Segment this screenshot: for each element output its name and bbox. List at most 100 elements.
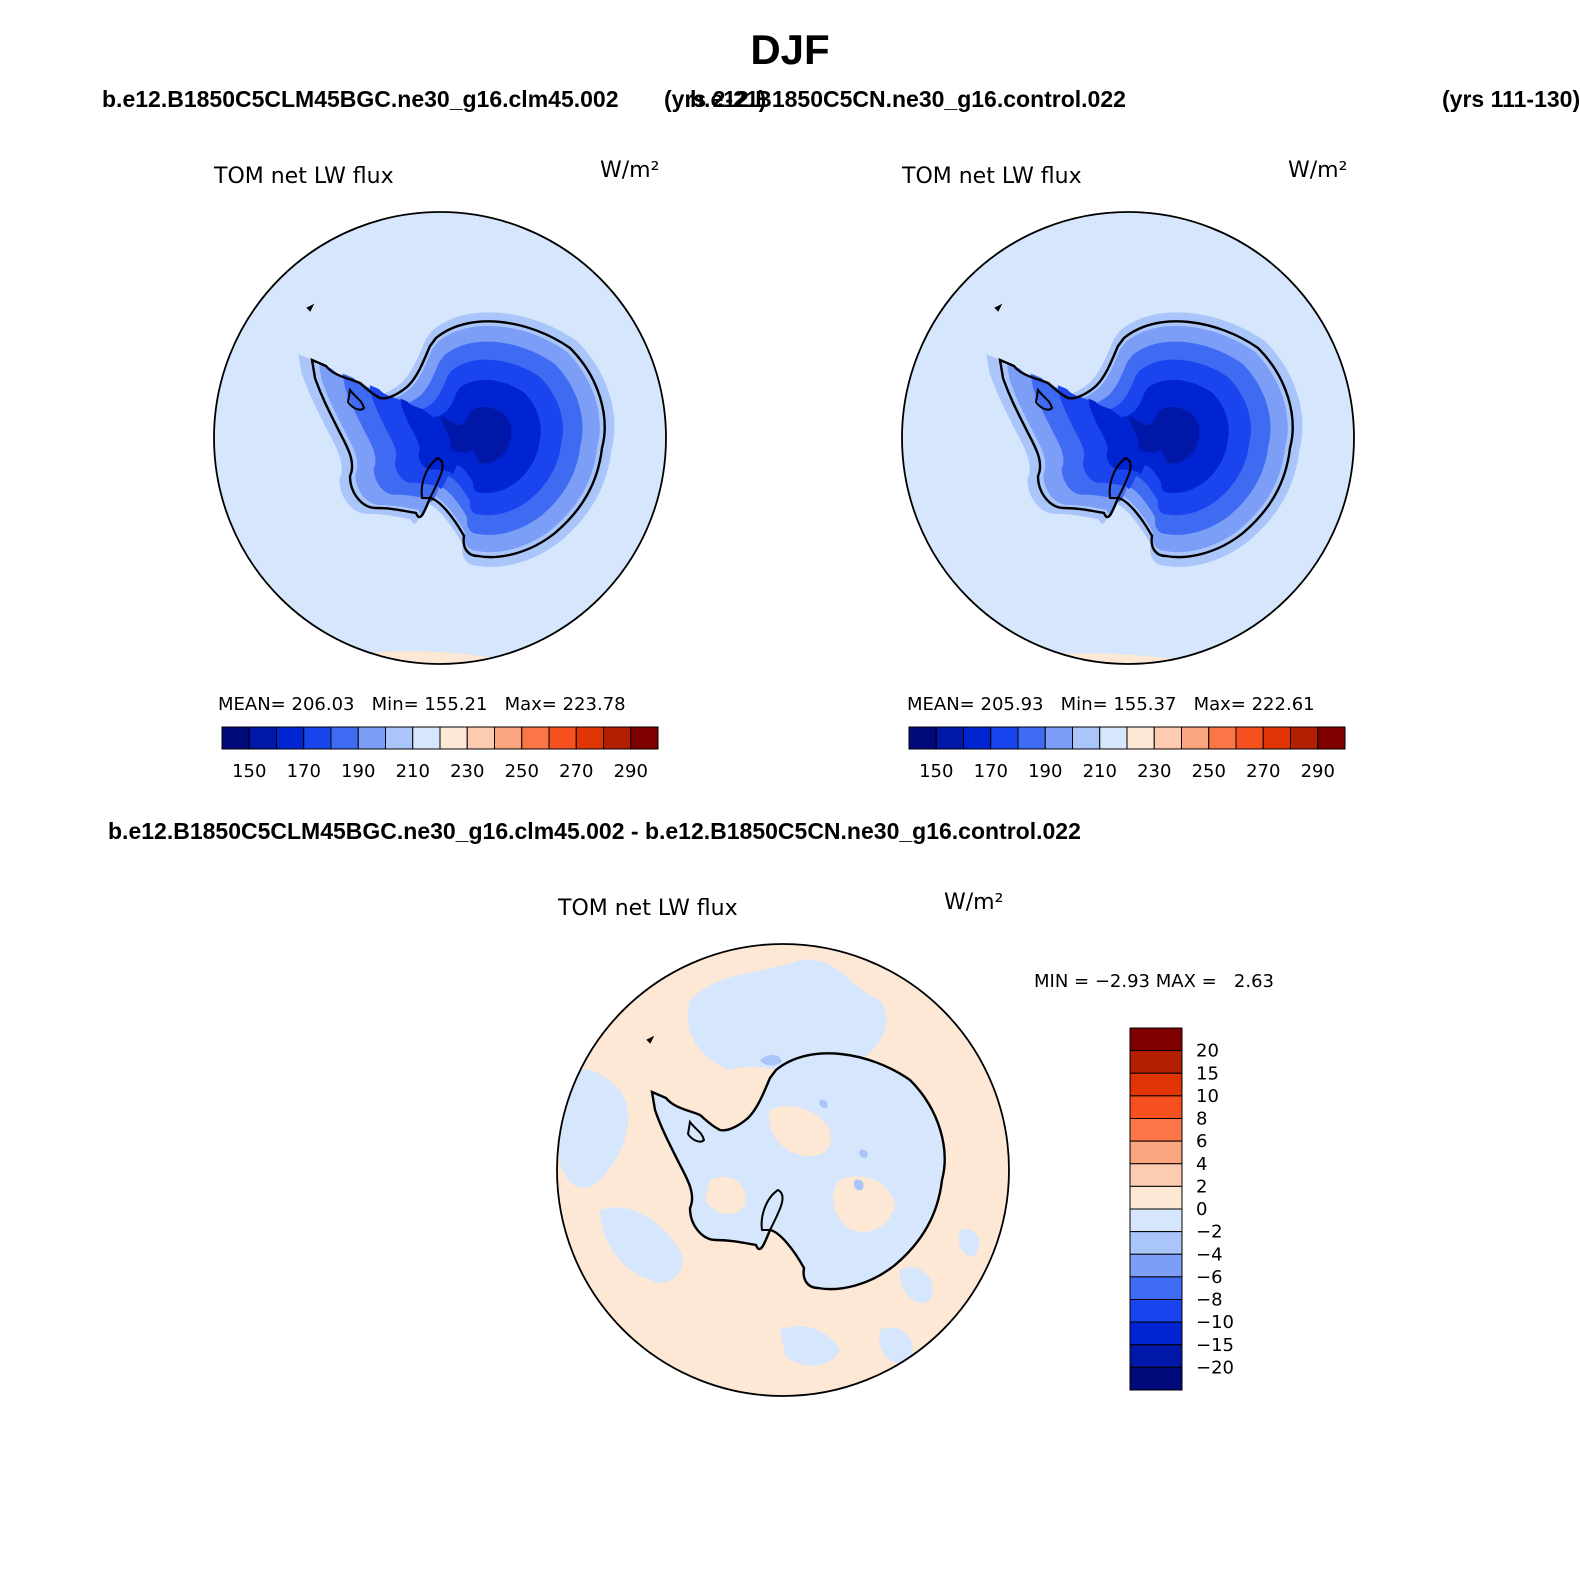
panel2-colorbar-box bbox=[963, 726, 992, 750]
panel2-tick-label: 210 bbox=[1083, 761, 1117, 782]
panel1-colorbar-box bbox=[330, 726, 359, 750]
panel3-colorbar-box bbox=[1129, 1118, 1183, 1142]
panel3-min-label: MIN = bbox=[1034, 971, 1090, 992]
panel3-colorbar-box bbox=[1129, 1208, 1183, 1233]
panel3-colorbar-box bbox=[1129, 1163, 1183, 1187]
panel3-tick-label: −10 bbox=[1196, 1312, 1234, 1333]
panel2-map bbox=[902, 212, 1354, 664]
panel2-tick-label: 270 bbox=[1246, 761, 1280, 782]
panel2-colorbar-box bbox=[908, 726, 937, 750]
panel3-tick-label: −2 bbox=[1196, 1222, 1223, 1243]
panel2-max: 222.61 bbox=[1251, 694, 1315, 715]
panel2-max-label: Max= bbox=[1193, 694, 1246, 715]
panel2-coastline bbox=[994, 303, 1294, 559]
panel2-tick-label: 290 bbox=[1301, 761, 1335, 782]
panel1-colorbar-box bbox=[357, 726, 386, 750]
case1-years: (yrs 2-21) bbox=[664, 86, 767, 112]
panel3-max: 2.63 bbox=[1233, 971, 1274, 992]
panel3-tick-label: −8 bbox=[1196, 1290, 1223, 1311]
panel2-colorbar-box bbox=[1235, 726, 1264, 750]
panel1-colorbar-box bbox=[630, 726, 659, 750]
panel1-colorbar-box bbox=[494, 726, 523, 750]
panel2-colorbar-box bbox=[1290, 726, 1319, 750]
panel2-colorbar-box bbox=[1099, 726, 1128, 750]
panel3-stats: MIN = −2.93 MAX = 2.63 bbox=[1034, 971, 1274, 992]
panel1-map bbox=[214, 212, 666, 664]
panel1-tick-label: 270 bbox=[559, 761, 593, 782]
panel3-colorbar-box bbox=[1129, 1140, 1183, 1165]
panel1-min-label: Min= bbox=[371, 694, 419, 715]
panel3-title: TOM net LW flux bbox=[558, 896, 738, 921]
panel1-tick-label: 230 bbox=[450, 761, 484, 782]
panel3-colorbar-box bbox=[1129, 1276, 1183, 1300]
panel3-max-label: MAX = bbox=[1155, 971, 1217, 992]
panel3-colorbar-box bbox=[1129, 1072, 1183, 1097]
panel2-colorbar-box bbox=[1126, 726, 1155, 750]
panel1-colorbar-box bbox=[385, 726, 414, 750]
panel2-colorbar-box bbox=[990, 726, 1019, 750]
panel2-min-label: Min= bbox=[1060, 694, 1108, 715]
panel3-tick-label: 6 bbox=[1196, 1131, 1207, 1152]
panel2-tick-label: 150 bbox=[919, 761, 953, 782]
panel3-tick-label: −4 bbox=[1196, 1244, 1223, 1265]
panel2-min: 155.37 bbox=[1113, 694, 1177, 715]
panel3-colorbar-box bbox=[1129, 1299, 1183, 1323]
panel1-colorbar-box bbox=[466, 726, 495, 750]
panel1-tick-label: 170 bbox=[287, 761, 321, 782]
panel3-colorbar-box bbox=[1129, 1366, 1183, 1391]
panel1-warm-patch bbox=[330, 651, 500, 664]
panel1-stats: MEAN= 206.03 Min= 155.21 Max= 223.78 bbox=[218, 694, 626, 715]
panel1-colorbar-box bbox=[248, 726, 277, 750]
panel1-tick-label: 190 bbox=[341, 761, 375, 782]
panel2-units: W/m² bbox=[1288, 158, 1348, 183]
panel2-tick-label: 190 bbox=[1028, 761, 1062, 782]
panel1-colorbar: 150 170 190 210 230 250 270 290 bbox=[221, 726, 659, 782]
panel3-colorbar-box bbox=[1129, 1344, 1183, 1368]
panel2-colorbar-box bbox=[1017, 726, 1046, 750]
case2-name: b.e12.B1850C5CN.ne30_g16.control.022 bbox=[690, 86, 1126, 112]
panel3-colorbar-box bbox=[1129, 1253, 1183, 1278]
panel1-coastline bbox=[306, 303, 606, 559]
case1-name: b.e12.B1850C5CLM45BGC.ne30_g16.clm45.002 bbox=[102, 86, 619, 112]
panel1-colorbar-box bbox=[575, 726, 604, 750]
panel2-warm-patch bbox=[1020, 653, 1180, 664]
panel3-tick-label: 20 bbox=[1196, 1041, 1219, 1062]
panel3-colorbar-box bbox=[1129, 1095, 1183, 1119]
panel1-colorbar-box bbox=[276, 726, 305, 750]
panel3-tick-label: 10 bbox=[1196, 1086, 1219, 1107]
panel3-tick-label: −15 bbox=[1196, 1335, 1234, 1356]
panel2-stats: MEAN= 205.93 Min= 155.37 Max= 222.61 bbox=[907, 694, 1315, 715]
panel2-colorbar-box bbox=[1262, 726, 1291, 750]
page-title: DJF bbox=[750, 26, 830, 73]
panel3-min: −2.93 bbox=[1094, 971, 1151, 992]
panel1-colorbar-box bbox=[521, 726, 550, 750]
panel3-tick-label: 0 bbox=[1196, 1199, 1207, 1220]
panel1-max-label: Max= bbox=[504, 694, 557, 715]
panel2-colorbar: 150 170 190 210 230 250 270 290 bbox=[908, 726, 1346, 782]
panel1-colorbar-box bbox=[439, 726, 468, 750]
panel3-colorbar-box bbox=[1129, 1027, 1183, 1052]
panel2-tick-label: 170 bbox=[974, 761, 1008, 782]
case2-years: (yrs 111-130) bbox=[1442, 86, 1580, 112]
panel3-tick-label: −6 bbox=[1196, 1267, 1223, 1288]
panel3-colorbar-box bbox=[1129, 1321, 1183, 1346]
panel2-tick-label: 230 bbox=[1137, 761, 1171, 782]
panel3-tick-label: 2 bbox=[1196, 1176, 1207, 1197]
panel1-colorbar-box bbox=[303, 726, 332, 750]
panel2-colorbar-box bbox=[1153, 726, 1182, 750]
panel2-title: TOM net LW flux bbox=[902, 164, 1082, 189]
panel1-min: 155.21 bbox=[424, 694, 488, 715]
panel1-title: TOM net LW flux bbox=[214, 164, 394, 189]
panel2-colorbar-box bbox=[1208, 726, 1237, 750]
panel1-colorbar-box bbox=[548, 726, 577, 750]
panel1-colorbar-box bbox=[412, 726, 441, 750]
panel3-colorbar-box bbox=[1129, 1185, 1183, 1210]
panel3-tick-label: −20 bbox=[1196, 1357, 1234, 1378]
panel3-units: W/m² bbox=[944, 890, 1004, 915]
panel1-tick-label: 250 bbox=[505, 761, 539, 782]
panel3-antarctica-field bbox=[652, 1053, 945, 1290]
panel1-mean-label: MEAN= bbox=[218, 694, 286, 715]
panel3-coastline bbox=[646, 1035, 946, 1291]
panel1-colorbar-box bbox=[603, 726, 632, 750]
